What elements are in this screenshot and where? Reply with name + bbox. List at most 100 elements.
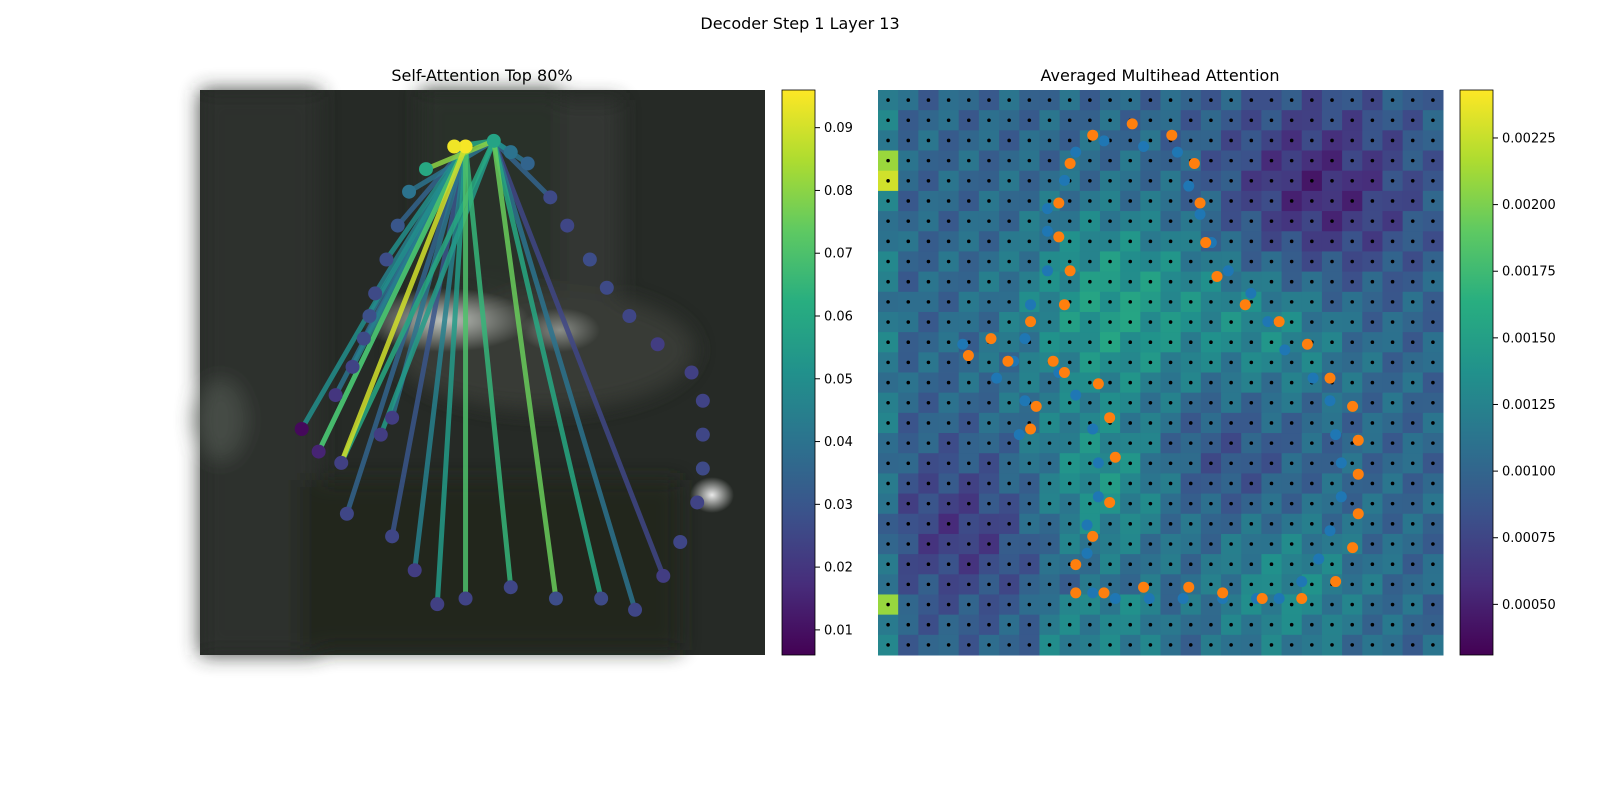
grid-dot	[1390, 138, 1395, 143]
attention-node	[673, 535, 688, 549]
grid-dot	[1289, 239, 1294, 244]
keypoint	[1030, 400, 1042, 412]
grid-dot	[1269, 602, 1274, 607]
grid-dot	[1431, 259, 1435, 264]
grid-dot	[1390, 300, 1395, 304]
grid-dot	[1088, 481, 1092, 486]
grid-dot	[1088, 320, 1092, 324]
grid-dot	[967, 320, 971, 324]
grid-dot	[1209, 360, 1213, 365]
grid-dot	[1370, 219, 1375, 223]
keypoint	[1058, 174, 1070, 186]
grid-dot	[886, 542, 890, 546]
grid-dot	[1370, 340, 1375, 345]
grid-dot	[1007, 602, 1011, 607]
grid-dot	[1007, 98, 1011, 102]
grid-dot	[1168, 481, 1173, 486]
keypoint	[1087, 530, 1099, 542]
grid-dot	[946, 239, 951, 244]
grid-dot	[1330, 300, 1334, 304]
attention-node	[390, 218, 405, 233]
grid-dot	[1350, 138, 1354, 143]
grid-dot	[1229, 219, 1233, 223]
grid-dot	[1148, 400, 1153, 405]
grid-dot	[987, 279, 991, 284]
grid-dot	[1370, 622, 1375, 627]
grid-dot	[1088, 542, 1092, 546]
grid-dot	[926, 138, 931, 143]
grid-dot	[1390, 562, 1395, 566]
colorbar-tick-label: 0.00150	[1502, 331, 1556, 346]
grid-dot	[1410, 98, 1415, 102]
grid-dot	[1209, 158, 1213, 163]
grid-dot	[1108, 622, 1112, 627]
keypoint	[1143, 593, 1155, 604]
grid-dot	[1410, 199, 1415, 203]
grid-dot	[1289, 643, 1294, 647]
grid-dot	[1269, 380, 1274, 385]
grid-dot	[987, 300, 991, 304]
grid-dot	[1209, 320, 1213, 324]
grid-dot	[967, 158, 971, 163]
grid-dot	[987, 138, 991, 143]
grid-dot	[886, 481, 890, 486]
grid-dot	[1310, 300, 1314, 304]
grid-dot	[1249, 340, 1254, 345]
grid-dot	[1088, 562, 1092, 566]
grid-dot	[1249, 643, 1254, 647]
grid-dot	[1390, 118, 1395, 123]
grid-dot	[1188, 340, 1193, 345]
grid-dot	[1330, 542, 1334, 546]
grid-dot	[1047, 542, 1052, 546]
grid-dot	[1410, 118, 1415, 123]
attention-node	[503, 580, 518, 595]
grid-dot	[1027, 522, 1032, 526]
keypoint	[1019, 395, 1031, 407]
grid-dot	[987, 360, 991, 365]
grid-dot	[1209, 98, 1213, 102]
grid-dot	[1289, 501, 1294, 506]
grid-dot	[946, 441, 951, 445]
grid-dot	[1047, 400, 1052, 405]
grid-dot	[1431, 219, 1435, 223]
grid-dot	[1249, 138, 1254, 143]
colorbar-tick-label: 0.01	[824, 623, 853, 638]
keypoint	[1019, 333, 1031, 345]
grid-dot	[926, 340, 931, 345]
grid-dot	[1229, 279, 1233, 284]
attention-node	[520, 156, 535, 171]
grid-dot	[1289, 179, 1294, 183]
grid-dot	[1108, 279, 1112, 284]
grid-dot	[926, 98, 931, 102]
grid-dot	[1209, 400, 1213, 405]
grid-dot	[1310, 582, 1314, 587]
grid-dot	[1330, 501, 1334, 506]
grid-dot	[1431, 380, 1435, 385]
grid-dot	[1310, 239, 1314, 244]
grid-dot	[1269, 360, 1274, 365]
grid-dot	[1108, 118, 1112, 123]
keypoint	[1053, 231, 1065, 243]
grid-dot	[1209, 622, 1213, 627]
grid-dot	[1350, 441, 1354, 445]
grid-dot	[1330, 461, 1334, 466]
grid-dot	[1249, 481, 1254, 486]
grid-dot	[1330, 340, 1334, 345]
grid-dot	[987, 562, 991, 566]
grid-dot	[926, 239, 931, 244]
grid-dot	[1229, 643, 1233, 647]
grid-dot	[1289, 622, 1294, 627]
grid-dot	[1168, 643, 1173, 647]
grid-dot	[1249, 501, 1254, 506]
grid-dot	[1310, 259, 1314, 264]
grid-dot	[1168, 158, 1173, 163]
grid-dot	[946, 259, 951, 264]
grid-dot	[1067, 219, 1072, 223]
grid-dot	[886, 118, 890, 123]
grid-dot	[1148, 643, 1153, 647]
grid-dot	[1108, 259, 1112, 264]
grid-dot	[1128, 360, 1133, 365]
grid-dot	[926, 461, 931, 466]
attention-node	[385, 410, 400, 425]
keypoint	[1138, 581, 1150, 593]
